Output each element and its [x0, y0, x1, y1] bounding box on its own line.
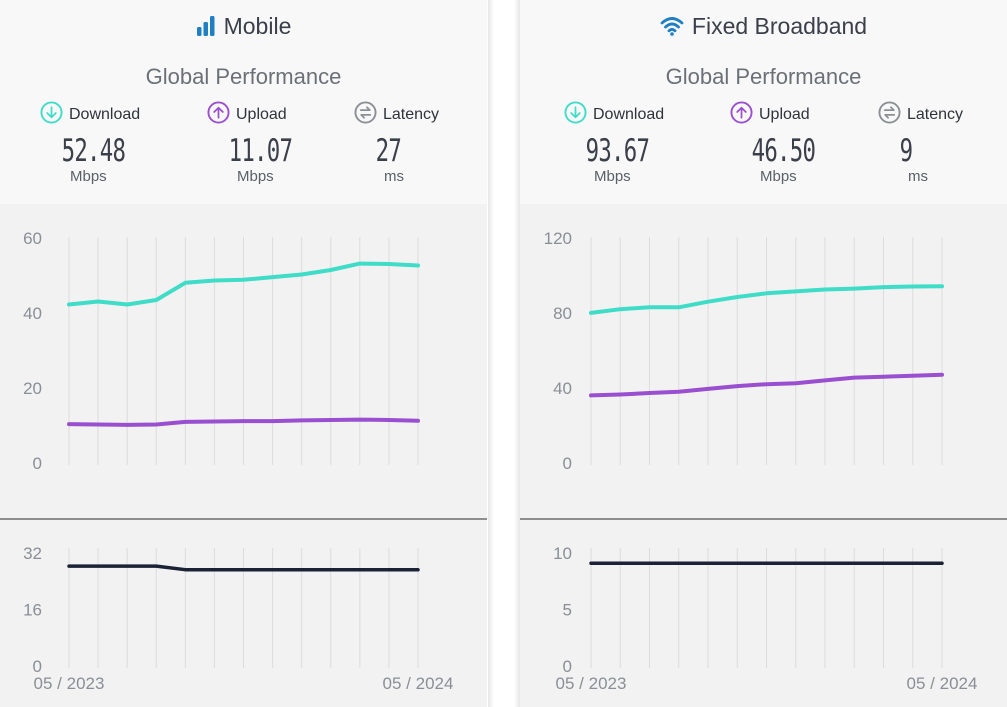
fixed-download-label: Download: [593, 106, 665, 123]
arrow-up-circle-icon: [730, 101, 753, 129]
fixed-latency-y-tick-label: 0: [563, 657, 572, 676]
fixed-upload-value: 46.50: [751, 133, 816, 169]
arrow-down-circle-icon: [564, 101, 587, 129]
fixed-latency-value: 9: [899, 133, 913, 169]
fixed-speed-y-tick-label: 0: [563, 454, 572, 473]
panel-divider: [488, 0, 520, 707]
fixed-latency-unit: ms: [908, 168, 928, 185]
mobile-x-tick-label-end: 05 / 2024: [383, 674, 454, 693]
fixed-download-metric: Download 93.67 Mbps: [564, 101, 704, 185]
fixed-download-unit: Mbps: [594, 168, 631, 185]
mobile-title: Mobile: [0, 10, 487, 42]
fixed-latency-y-tick-label: 5: [563, 601, 572, 620]
mobile-latency-y-tick-label: 0: [33, 657, 42, 676]
fixed-chart: 0 40 80 120 0 5 10 05 / 2023 05 / 2024: [520, 229, 1007, 693]
mobile-latency-metric: Latency 27 ms: [354, 101, 494, 185]
fixed-speed-y-tick-label: 120: [544, 229, 572, 248]
mobile-upload-unit: Mbps: [237, 168, 274, 185]
fixed-x-tick-label-start: 05 / 2023: [556, 674, 627, 693]
fixed-panel: Fixed Broadband Global Performance Downl…: [520, 0, 1007, 707]
wifi-icon: [660, 15, 684, 37]
signal-bars-icon: [196, 14, 216, 38]
mobile-download-metric: Download 52.48 Mbps: [40, 101, 180, 185]
mobile-latency-unit: ms: [384, 168, 404, 185]
mobile-speed-y-tick-label: 60: [23, 229, 42, 248]
fixed-subtitle: Global Performance: [665, 64, 862, 89]
mobile-download-unit: Mbps: [70, 168, 107, 185]
mobile-title-text: Mobile: [223, 12, 292, 39]
fixed-upload-label: Upload: [759, 106, 810, 123]
arrow-down-circle-icon: [40, 101, 63, 129]
fixed-upload-metric: Upload 46.50 Mbps: [730, 101, 870, 185]
fixed-download-value: 93.67: [585, 133, 650, 169]
mobile-header: Mobile Global Performance Download 52.48…: [0, 0, 487, 204]
mobile-download-line: [67, 261, 420, 307]
mobile-upload-metric: Upload 11.07 Mbps: [207, 101, 347, 185]
fixed-header: Fixed Broadband Global Performance Downl…: [520, 0, 1007, 204]
arrows-exchange-circle-icon: [878, 101, 901, 129]
mobile-speed-y-tick-label: 20: [23, 379, 42, 398]
mobile-latency-y-tick-label: 32: [23, 544, 42, 563]
fixed-download-line: [589, 284, 944, 315]
mobile-chart: 0 20 40 60 0 16 32 05 / 2023 05 / 2024: [0, 229, 487, 693]
mobile-x-tick-label-start: 05 / 2023: [34, 674, 105, 693]
arrows-exchange-circle-icon: [354, 101, 377, 129]
fixed-upload-line: [589, 372, 944, 398]
mobile-latency-y-tick-label: 16: [23, 601, 42, 620]
mobile-upload-label: Upload: [236, 106, 287, 123]
mobile-download-value: 52.48: [61, 133, 126, 169]
fixed-latency-metric: Latency 9 ms: [878, 101, 1007, 185]
mobile-latency-label: Latency: [383, 106, 440, 123]
mobile-speed-y-tick-label: 40: [23, 304, 42, 323]
mobile-subtitle: Global Performance: [145, 64, 342, 89]
mobile-download-label: Download: [69, 106, 141, 123]
mobile-latency-value: 27: [375, 133, 402, 169]
mobile-panel: Mobile Global Performance Download 52.48…: [0, 0, 487, 707]
fixed-speed-y-tick-label: 80: [553, 304, 572, 323]
fixed-latency-label: Latency: [907, 106, 964, 123]
fixed-title: Fixed Broadband: [520, 10, 1007, 42]
arrow-up-circle-icon: [207, 101, 230, 129]
mobile-speed-y-tick-label: 0: [33, 454, 42, 473]
fixed-x-tick-label-end: 05 / 2024: [907, 674, 978, 693]
mobile-latency-line: [67, 564, 420, 572]
fixed-speed-y-tick-label: 40: [553, 379, 572, 398]
fixed-latency-y-tick-label: 10: [553, 544, 572, 563]
fixed-upload-unit: Mbps: [760, 168, 797, 185]
mobile-upload-line: [67, 417, 420, 427]
fixed-title-text: Fixed Broadband: [691, 12, 868, 39]
mobile-upload-value: 11.07: [228, 133, 293, 169]
